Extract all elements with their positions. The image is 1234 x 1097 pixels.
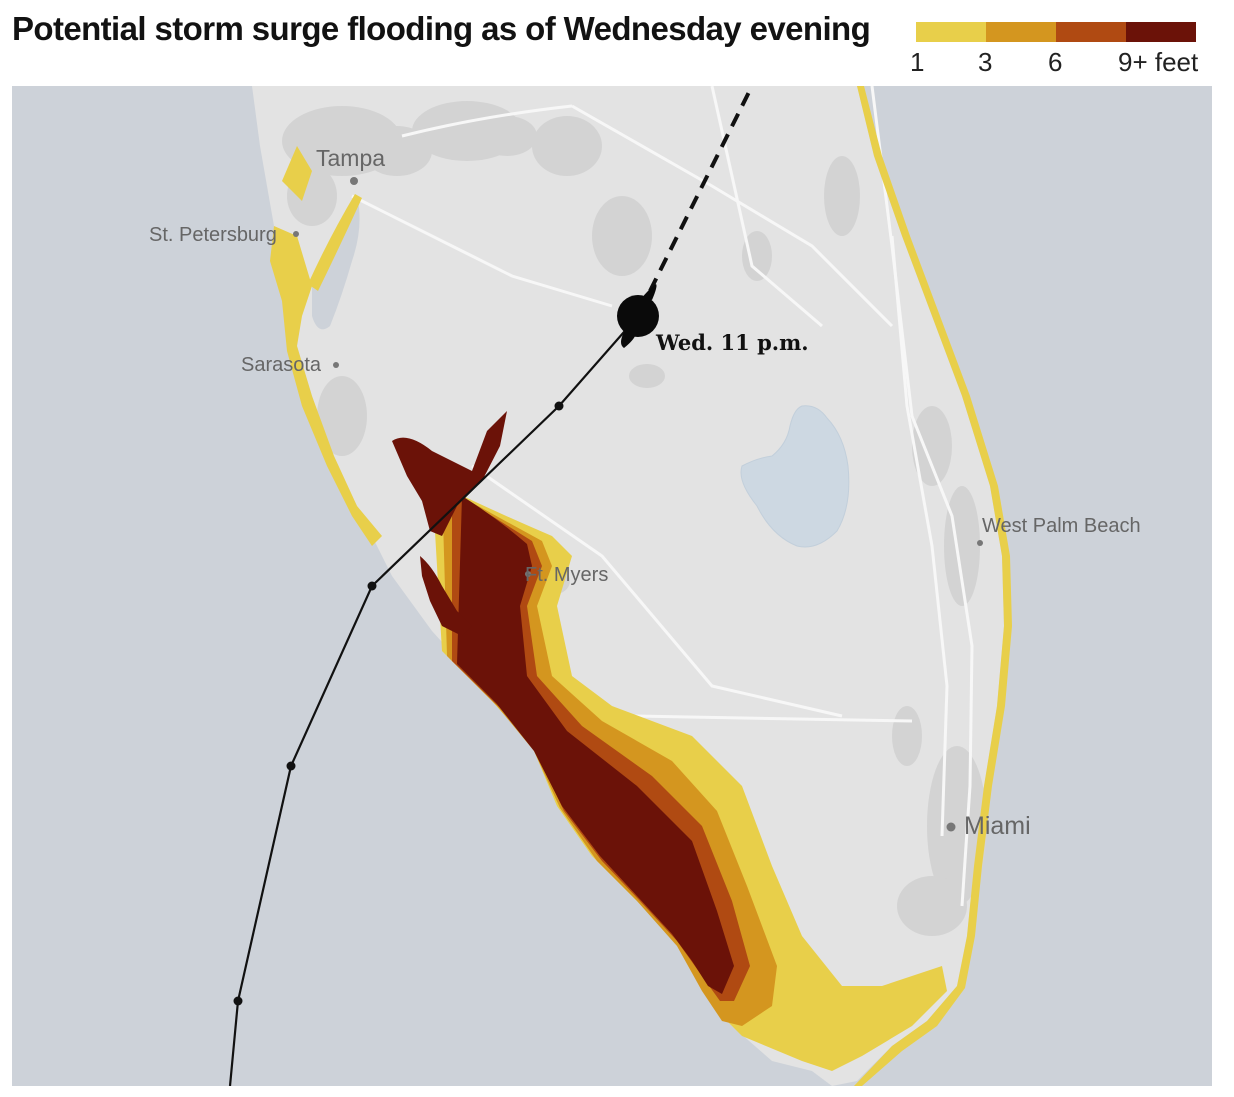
city-label-miami: Miami (964, 812, 1031, 840)
lake-okeechobee (740, 405, 850, 548)
legend-label-1: 1 (910, 47, 925, 77)
surge-1ft-tampa-north (282, 146, 312, 201)
surge-9ft-charlotte-harbor (392, 411, 507, 536)
city-label-west-palm-beach: West Palm Beach (982, 515, 1141, 537)
surge-legend-bar (916, 22, 1196, 42)
city-label-tampa: Tampa (316, 145, 385, 171)
city-label-ft-myers: Ft. Myers (525, 564, 608, 586)
legend-label-3: 3 (978, 47, 993, 77)
surge-1ft-gulf (432, 481, 947, 1071)
surge-1ft-tampa-bay (308, 194, 362, 291)
storm-track-forecast (648, 86, 754, 292)
legend-swatch-1ft (916, 22, 986, 42)
legend-label-6: 6 (1048, 47, 1063, 77)
legend-swatch-3ft (986, 22, 1056, 42)
roads (351, 86, 974, 907)
tampa-bay (312, 196, 360, 330)
legend-label-9-plus: 9+ feet (1118, 47, 1199, 77)
storm-surge-map[interactable]: Wed. 11 p.m. Tampa St. Petersburg Saraso… (12, 86, 1212, 1086)
storm-track-points (233, 401, 564, 1006)
surge-9ft-pine-island (420, 556, 472, 636)
map-title: Potential storm surge flooding as of Wed… (12, 10, 871, 47)
city-label-st-petersburg: St. Petersburg (149, 224, 277, 246)
legend-swatch-6ft (1056, 22, 1126, 42)
urban-areas (282, 101, 987, 936)
legend-swatch-9ft (1126, 22, 1196, 42)
city-label-sarasota: Sarasota (241, 354, 322, 376)
surge-1ft-west-coast (270, 226, 382, 546)
city-markers (293, 177, 983, 832)
hurricane-icon[interactable] (617, 284, 659, 348)
storm-surge-zones (270, 86, 1012, 1086)
storm-track-past (228, 315, 639, 1086)
storm-current-label: Wed. 11 p.m. (655, 330, 809, 355)
surge-9ft-gulf (457, 496, 734, 994)
